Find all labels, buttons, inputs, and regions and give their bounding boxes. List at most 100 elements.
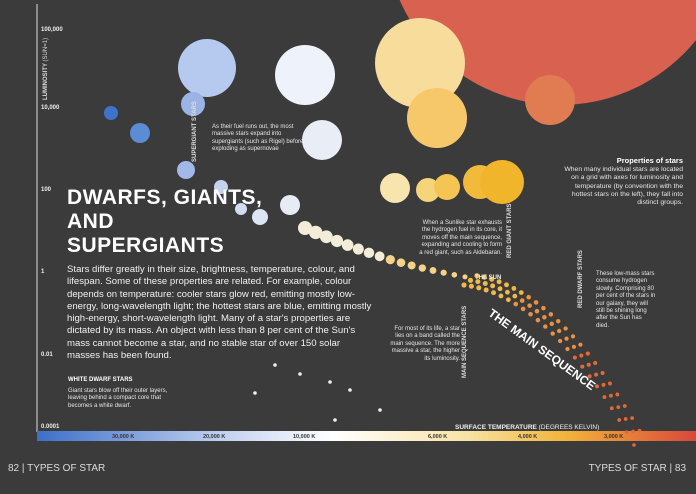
star	[541, 305, 546, 311]
star	[550, 331, 555, 336]
star	[624, 430, 629, 435]
star	[253, 391, 257, 395]
star	[632, 443, 636, 447]
star	[593, 360, 598, 366]
star	[608, 393, 613, 398]
star	[490, 283, 496, 289]
star	[520, 306, 526, 312]
body-text: Stars differ greatly in their size, brig…	[67, 264, 372, 362]
tick-label: 3,000 K	[604, 434, 624, 440]
star	[571, 344, 577, 349]
star	[496, 279, 502, 285]
star	[328, 380, 332, 384]
star	[181, 92, 205, 116]
star	[298, 221, 312, 235]
star	[341, 239, 354, 251]
star	[348, 388, 352, 392]
star	[396, 258, 406, 267]
axis-title: LUMINOSITY (SUN=1)	[43, 37, 49, 100]
star	[511, 286, 517, 291]
note: When a Sunlike star exhausts the hydroge…	[419, 220, 502, 256]
label: SUPERGIANT STARS	[192, 101, 198, 162]
star	[637, 428, 642, 433]
star	[579, 353, 584, 358]
note: As their fuel runs out, the most massive…	[212, 124, 304, 153]
star	[602, 395, 607, 399]
star	[476, 285, 482, 291]
star	[617, 418, 622, 422]
star	[565, 346, 570, 352]
star	[483, 287, 489, 293]
label: RED DWARF STARS	[578, 250, 584, 308]
star	[462, 274, 468, 280]
star	[308, 225, 323, 240]
star	[512, 293, 518, 299]
star	[480, 160, 524, 204]
star	[130, 123, 150, 143]
star	[586, 362, 591, 367]
star	[526, 294, 532, 300]
star	[451, 272, 458, 278]
star	[252, 209, 268, 225]
star	[333, 418, 337, 422]
star	[595, 384, 600, 389]
star	[491, 290, 497, 296]
star	[330, 234, 344, 248]
star	[475, 279, 481, 285]
tick-label: 10,000 K	[293, 434, 316, 440]
star	[440, 269, 447, 276]
star	[525, 75, 575, 125]
star	[482, 280, 488, 286]
star	[585, 351, 590, 356]
star	[518, 290, 524, 295]
star	[474, 273, 480, 279]
star	[622, 404, 627, 408]
star	[363, 247, 375, 258]
tick-label: 30,000 K	[112, 434, 135, 440]
star	[548, 312, 554, 317]
star	[533, 300, 539, 305]
star	[467, 277, 474, 283]
star	[623, 417, 628, 421]
heading: Properties of stars	[616, 156, 683, 165]
note: For most of its life, a star lies on a b…	[390, 326, 460, 362]
star	[570, 334, 576, 339]
star	[298, 372, 302, 376]
title: DWARFS, GIANTS, AND SUPERGIANTS	[67, 186, 263, 257]
note: When many individual stars are located o…	[564, 166, 683, 207]
star	[557, 338, 563, 344]
star	[580, 364, 585, 369]
star	[504, 282, 509, 288]
star	[600, 370, 605, 375]
star	[564, 336, 569, 341]
tick-label: 6,000 K	[428, 434, 448, 440]
star	[375, 18, 465, 108]
label: THE SUN	[475, 275, 502, 281]
label: MAIN SEQUENCE STARS	[462, 305, 468, 378]
star	[235, 203, 247, 215]
star	[214, 180, 228, 194]
star	[543, 324, 548, 329]
star	[601, 382, 606, 387]
star	[434, 174, 460, 200]
tick-label: 0.01	[41, 352, 53, 358]
star	[615, 392, 620, 397]
star	[319, 230, 333, 244]
tick-label: 0.0001	[41, 424, 60, 430]
star	[275, 45, 335, 105]
star	[527, 303, 532, 308]
star	[468, 283, 474, 289]
star	[407, 88, 467, 148]
star	[178, 39, 236, 97]
star	[519, 298, 525, 303]
label: RED GIANT STARS	[507, 203, 513, 258]
tick-label: 100,000	[41, 27, 63, 33]
temperature-bar	[37, 431, 696, 441]
star	[578, 342, 583, 347]
tick-label: 10,000	[41, 105, 60, 111]
star	[302, 120, 342, 160]
star	[594, 372, 599, 377]
star	[513, 301, 519, 307]
star	[572, 355, 577, 360]
